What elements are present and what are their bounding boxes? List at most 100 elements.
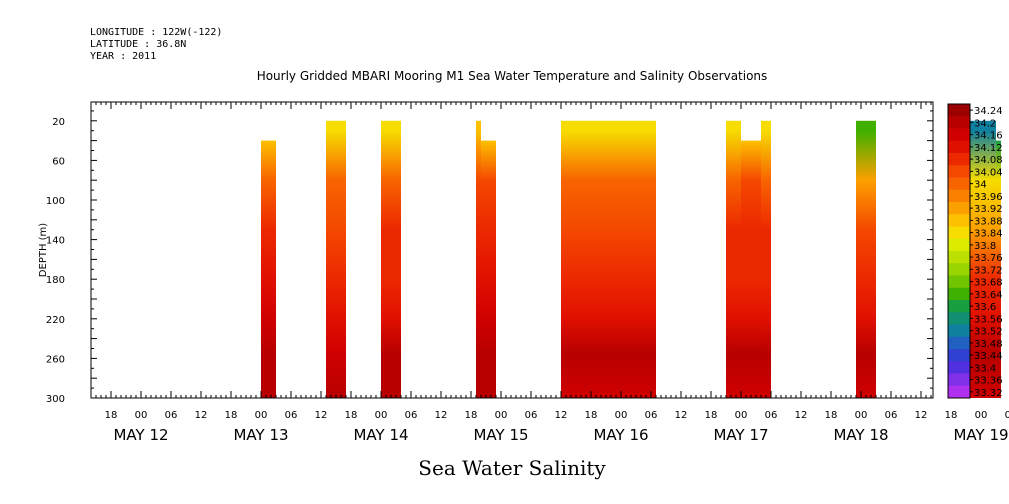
y-tick-label: 220: [46, 315, 65, 326]
colorbar-swatch: [948, 116, 970, 129]
colorbar-swatch: [948, 287, 970, 301]
plot-frame: [90, 101, 934, 399]
x-hour-label: 18: [705, 410, 718, 421]
x-hour-label: 00: [375, 410, 388, 421]
colorbar-swatch: [948, 324, 970, 338]
colorbar-swatch: [948, 373, 970, 387]
x-hour-label: 06: [885, 410, 898, 421]
x-hour-label: 18: [345, 410, 358, 421]
x-hour-label: 18: [465, 410, 478, 421]
y-ticks: 20 60 100 140 180 220 260 300: [46, 110, 933, 405]
colorbar-label: 33.6: [974, 302, 996, 313]
colorbar-swatch: [948, 189, 970, 203]
colorbar-label: 34.2: [974, 118, 996, 129]
x-hour-label: 12: [435, 410, 448, 421]
colorbar-swatch: [948, 226, 970, 240]
colorbar-label: 34.04: [974, 167, 1003, 178]
x-hour-label: 00: [135, 410, 148, 421]
colorbar-label: 34: [974, 180, 987, 191]
year-label: YEAR : 2011: [90, 51, 156, 62]
x-hour-label: 12: [195, 410, 208, 421]
colorbar-label: 33.72: [974, 265, 1003, 276]
colorbar-label: 34.08: [974, 155, 1003, 166]
data-segment: [561, 120, 656, 399]
x-hour-label: 12: [915, 410, 928, 421]
colorbar-label: 33.4: [974, 363, 996, 374]
x-day-label: MAY 13: [233, 426, 288, 444]
x-day-label: MAY 12: [113, 426, 168, 444]
colorbar-swatch: [948, 104, 970, 117]
colorbar-swatch: [948, 140, 970, 154]
y-tick-label: 260: [46, 354, 65, 365]
data-segment: [856, 120, 876, 399]
x-hour-label: 18: [105, 410, 118, 421]
x-hour-label: 06: [405, 410, 418, 421]
colorbar-swatch: [948, 312, 970, 325]
x-hour-label: 00: [615, 410, 628, 421]
colorbar-swatch: [948, 165, 970, 178]
colorbar-swatch: [948, 349, 970, 362]
colorbar-label: 33.76: [974, 253, 1003, 264]
colorbar-swatch: [948, 336, 970, 350]
colorbar-swatch: [948, 128, 970, 142]
x-hour-label: 06: [765, 410, 778, 421]
data-segments: [261, 120, 1001, 399]
x-hour-label: 12: [675, 410, 688, 421]
data-segment: [261, 140, 276, 398]
data-segment: [761, 120, 771, 399]
colorbar-swatch: [948, 361, 970, 374]
colorbar-swatch: [948, 251, 970, 264]
latitude-label: LATITUDE : 36.8N: [90, 39, 186, 50]
y-axis-label: DEPTH (m): [38, 223, 49, 277]
colorbar-label: 33.88: [974, 216, 1003, 227]
colorbar-label: 34.12: [974, 143, 1003, 154]
x-hour-label: 00: [255, 410, 268, 421]
x-day-label: MAY 18: [833, 426, 888, 444]
x-hour-label: 12: [555, 410, 568, 421]
colorbar-label: 34.24: [974, 106, 1003, 117]
colorbar-label: 33.8: [974, 241, 996, 252]
colorbar-label: 33.84: [974, 229, 1003, 240]
y-tick-label: 60: [52, 156, 65, 167]
colorbar-label: 33.56: [974, 314, 1003, 325]
x-hour-label: 12: [315, 410, 328, 421]
data-segment: [381, 120, 401, 399]
colorbar-label: 33.68: [974, 278, 1003, 289]
colorbar-label: 33.48: [974, 339, 1003, 350]
colorbar-swatch: [948, 153, 970, 166]
x-day-label: MAY 17: [713, 426, 768, 444]
x-day-label: MAY 15: [473, 426, 528, 444]
x-hour-label: 18: [945, 410, 958, 421]
colorbar-label: 33.96: [974, 192, 1003, 203]
colorbar-label: 34.16: [974, 131, 1003, 142]
y-tick-label: 180: [46, 275, 65, 286]
data-segment: [481, 140, 496, 398]
colorbar-swatch: [948, 263, 970, 276]
longitude-label: LONGITUDE : 122W(-122): [90, 27, 222, 38]
data-segment: [726, 120, 741, 399]
data-segment: [476, 120, 481, 399]
data-segment: [326, 120, 346, 399]
y-tick-label: 20: [52, 117, 65, 128]
x-hour-label: 06: [165, 410, 178, 421]
x-hour-label: 00: [495, 410, 508, 421]
x-hour-label: 12: [795, 410, 808, 421]
colorbar-label: 33.52: [974, 327, 1003, 338]
x-day-label: MAY 14: [353, 426, 408, 444]
y-tick-label: 140: [46, 236, 65, 247]
colorbar-label: 33.92: [974, 204, 1003, 215]
x-hour-label: 06: [285, 410, 298, 421]
y-tick-label: 300: [46, 394, 65, 405]
x-hour-label: 18: [225, 410, 238, 421]
colorbar-swatch: [948, 385, 970, 399]
colorbar-swatch: [948, 202, 970, 215]
data-segment: [741, 140, 761, 398]
colorbar-swatch: [948, 300, 970, 313]
colorbar-label: 33.64: [974, 290, 1003, 301]
x-hour-label: 00: [855, 410, 868, 421]
x-hour-label: 00: [975, 410, 988, 421]
colorbar-label: 33.36: [974, 376, 1003, 387]
y-tick-label: 100: [46, 196, 65, 207]
x-hour-label: 18: [585, 410, 598, 421]
